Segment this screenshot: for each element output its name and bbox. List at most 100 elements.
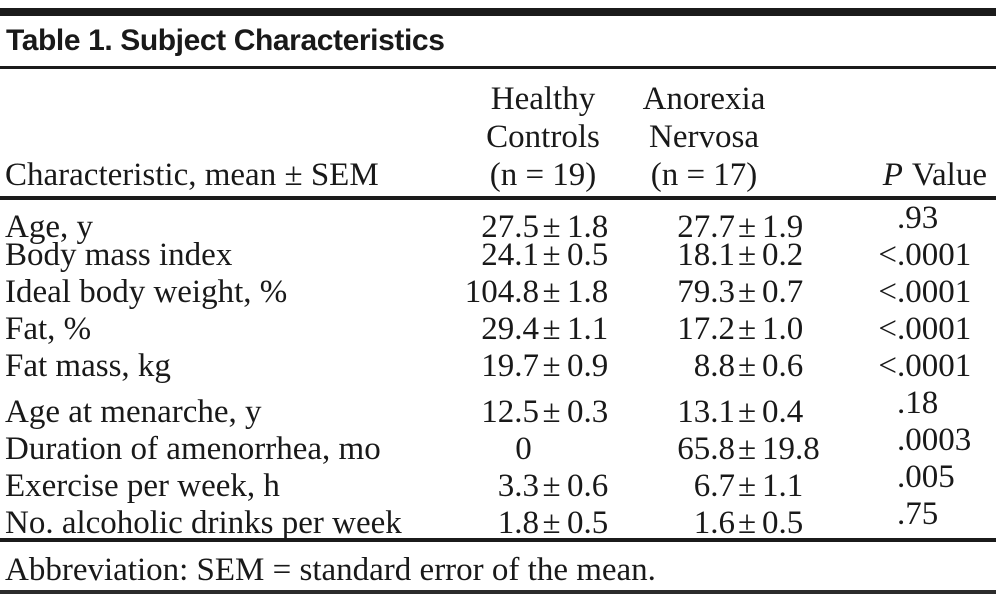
table-row: Exercise per week, h 3.3 ± 0.6 6.7 ± 1.1… [0,459,996,504]
header-anorexia-nervosa-line1: Anorexia [642,81,766,117]
table-title: Table 1. Subject Characteristics [6,24,445,57]
p-value: < .0001 [820,311,996,348]
value-mean: 13.1 [677,394,735,430]
value-mean: 18.1 [677,237,735,273]
header-p-value: P Value [820,156,996,194]
row-label: Exercise per week, h [5,468,280,504]
table-row: Duration of amenorrhea, mo 0 65.8 ± 19.8… [0,422,996,467]
value-sem: 0.9 [567,348,609,384]
value-mean: 12.5 [481,394,539,430]
table-row: Age at menarche, y 12.5 ± 0.3 13.1 ± 0.4… [0,385,996,430]
p-value-number: .005 [897,459,955,495]
row-label: Body mass index [5,237,233,273]
table-footnote: Abbreviation: SEM = standard error of th… [5,552,656,588]
value-sem: 19.8 [762,431,820,467]
p-value-number: .0001 [897,237,972,273]
header-healthy-controls-n: (n = 19) [489,157,597,193]
healthy-controls-value: 24.1 ± 0.5 [430,237,620,274]
p-value-number: .0001 [897,348,972,384]
table-row: Fat, % 29.4 ± 1.1 17.2 ± 1.0 < .0001 [0,311,996,348]
table-row: Fat mass, kg 19.7 ± 0.9 8.8 ± 0.6 < .000… [0,348,996,385]
title-rule [0,66,996,69]
p-value-number: .0001 [897,311,972,347]
value-sem: 0.5 [567,237,609,273]
p-value-italic-p: P [882,157,903,193]
plus-minus-sign: ± [737,431,757,467]
anorexia-nervosa-value: 27.7 ± 1.9 [620,209,820,246]
value-sem: 1.1 [567,311,609,347]
plus-minus-sign: ± [542,468,561,504]
p-value-number: .93 [897,200,939,236]
plus-minus-sign: ± [542,274,561,310]
p-value: .93 [820,200,996,237]
p-value-number: .0001 [897,274,972,310]
healthy-controls-value: 0 [430,431,620,468]
table-row: Body mass index 24.1 ± 0.5 18.1 ± 0.2 < … [0,237,996,274]
value-mean: 79.3 [677,274,735,310]
value-sem: 0.5 [762,505,804,541]
anorexia-nervosa-value: 13.1 ± 0.4 [620,394,820,431]
p-value: < .0001 [820,237,996,274]
header-anorexia-nervosa-line2: Nervosa [649,119,759,155]
value-mean: 17.2 [677,311,735,347]
value-sem: 1.9 [762,209,804,245]
plus-minus-sign: ± [737,348,757,384]
row-label: Age, y [5,209,93,245]
header-rule [0,196,996,200]
anorexia-nervosa-value: 17.2 ± 1.0 [620,311,820,348]
plus-minus-sign: ± [737,209,757,245]
value-sem: 1.1 [762,468,804,504]
table-row: Age, y 27.5 ± 1.8 27.7 ± 1.9 .93 [0,200,996,245]
header-healthy-controls-line1: Healthy [490,81,596,117]
value-sem: 1.0 [762,311,804,347]
p-value: .75 [820,496,996,533]
plus-minus-sign: ± [737,394,757,430]
plus-minus-sign: ± [542,209,561,245]
healthy-controls-value: 1.8 ± 0.5 [430,505,620,542]
row-label: Fat, % [5,311,92,347]
value-sem: 1.8 [567,274,609,310]
p-value-prefix [820,422,897,459]
header-healthy-controls: Healthy Controls (n = 19) [430,80,620,194]
table-row: Ideal body weight, % 104.8 ± 1.8 79.3 ± … [0,274,996,311]
healthy-controls-value: 3.3 ± 0.6 [430,468,620,505]
row-label: Duration of amenorrhea, mo [5,431,381,467]
value-mean: 65.8 [677,431,735,467]
p-value: < .0001 [820,274,996,311]
p-value: .18 [820,385,996,422]
plus-minus-sign: ± [737,237,757,273]
value-sem: 0.2 [762,237,804,273]
table-header-row: Characteristic, mean ± SEM Healthy Contr… [0,69,996,196]
plus-minus-sign: ± [737,311,757,347]
anorexia-nervosa-value: 18.1 ± 0.2 [620,237,820,274]
value-mean: 24.1 [481,237,539,273]
p-value-prefix: < [878,237,897,273]
value-mean: 27.5 [481,209,539,245]
anorexia-nervosa-value: 1.6 ± 0.5 [620,505,820,542]
value-mean: 6.7 [693,468,735,504]
row-label: Fat mass, kg [5,348,171,384]
value-sem: 0.5 [567,505,609,541]
top-rule-bar [0,8,996,16]
value-sem: 0.7 [762,274,804,310]
value-mean: 8.8 [693,348,735,384]
anorexia-nervosa-value: 8.8 ± 0.6 [620,348,820,385]
value-mean: 29.4 [481,311,539,347]
value-mean: 3.3 [497,468,539,504]
value-mean: 27.7 [677,209,735,245]
journal-table-page: Table 1. Subject Characteristics Charact… [0,8,996,608]
p-value-prefix: < [878,274,897,310]
healthy-controls-value: 27.5 ± 1.8 [430,209,620,246]
p-value-number: .18 [897,385,939,421]
table-row: No. alcoholic drinks per week 1.8 ± 0.5 … [0,496,996,541]
healthy-controls-value: 29.4 ± 1.1 [430,311,620,348]
plus-minus-sign: ± [542,237,561,273]
body-end-rule [0,538,996,542]
anorexia-nervosa-value: 79.3 ± 0.7 [620,274,820,311]
header-anorexia-nervosa-n: (n = 17) [650,157,758,193]
value-sem: 0.6 [762,348,804,384]
plus-minus-sign: ± [737,505,757,541]
value-sem: 1.8 [567,209,609,245]
p-value-prefix [820,496,897,533]
p-value: .005 [820,459,996,496]
